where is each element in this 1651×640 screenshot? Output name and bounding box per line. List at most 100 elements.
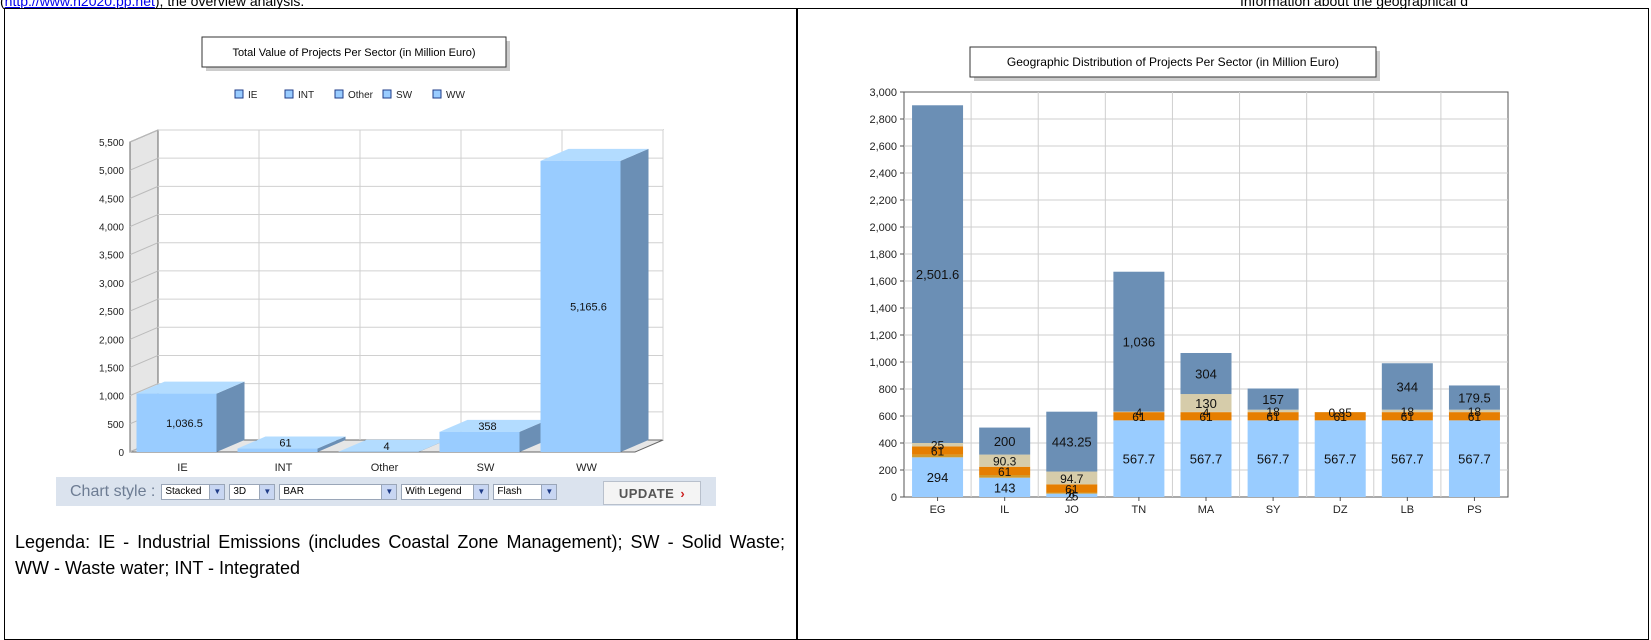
chart2-y-tick-label: 2,000 — [869, 222, 897, 234]
chart1-legend-swatch — [383, 90, 391, 98]
chart2-x-tick-label: EG — [930, 504, 946, 516]
chart1-x-tick-label: INT — [275, 462, 293, 474]
chart-type-select[interactable]: BAR▼ — [279, 484, 397, 500]
chart2-data-label: 94.7 — [1060, 472, 1084, 486]
chart2-data-label: 4 — [1136, 406, 1143, 420]
renderer-select[interactable]: Flash▼ — [493, 484, 557, 500]
chart2-data-label: 18 — [1468, 405, 1482, 419]
chart1-y-tick-label: 5,000 — [99, 166, 124, 177]
chart2-x-tick-label: SY — [1266, 504, 1281, 516]
chart2-data-label: 567.7 — [1391, 452, 1424, 467]
chart1-x-tick-label: WW — [576, 462, 597, 474]
chart1-bar-side — [217, 382, 245, 452]
chart2-y-tick-label: 1,800 — [869, 249, 897, 261]
chart2-data-label: 567.7 — [1257, 452, 1290, 467]
chart2-y-tick-label: 2,200 — [869, 195, 897, 207]
chart1-bar-side — [621, 149, 649, 452]
geographic-chart-panel: Geographic Distribution of Projects Per … — [797, 8, 1649, 640]
chart1-y-tick-label: 4,500 — [99, 194, 124, 205]
chart1-y-tick-label: 5,500 — [99, 138, 124, 149]
chart1-legend-swatch — [235, 90, 243, 98]
chevron-down-icon: ▼ — [381, 485, 396, 499]
chart2-data-label: 18 — [1401, 405, 1415, 419]
chart1-bar — [238, 449, 318, 452]
chart2-data-label: 157 — [1262, 392, 1284, 407]
chart1-y-tick-label: 1,500 — [99, 363, 124, 374]
chart1-legend-swatch — [433, 90, 441, 98]
chart2-data-label: 567.7 — [1324, 452, 1357, 467]
chart2-x-tick-label: TN — [1132, 504, 1147, 516]
dimension-select-value: 3D — [230, 486, 259, 497]
dimension-select[interactable]: 3D▼ — [229, 484, 275, 500]
legend-select-value: With Legend — [402, 486, 473, 497]
chart-style-label: Chart style : — [70, 483, 155, 501]
chart1-data-label: 358 — [478, 421, 496, 433]
legend-select[interactable]: With Legend▼ — [401, 484, 489, 500]
chart1-y-tick-label: 1,000 — [99, 392, 124, 403]
chart2-x-tick-label: LB — [1401, 504, 1414, 516]
chart2-y-tick-label: 1,200 — [869, 330, 897, 342]
chart2-y-axis: 02004006008001,0001,2001,4001,6001,8002,… — [869, 87, 904, 504]
chart1-legend-label: WW — [446, 90, 465, 101]
chart1-data-label: 4 — [383, 441, 389, 453]
chart2-x-tick-label: PS — [1467, 504, 1482, 516]
sector-value-chart: Total Value of Projects Per Sector (in M… — [5, 9, 796, 474]
chart2-title: Geographic Distribution of Projects Per … — [1007, 55, 1339, 69]
chart1-legend-label: Other — [348, 90, 374, 101]
chart2-x-tick-label: DZ — [1333, 504, 1348, 516]
chart2-y-tick-label: 1,400 — [869, 303, 897, 315]
chart2-data-label: 2,501.6 — [916, 267, 959, 282]
chart2-data-label: 179.5 — [1458, 391, 1491, 406]
chart1-legend-swatch — [335, 90, 343, 98]
chart1-x-tick-label: SW — [477, 462, 495, 474]
chart1-y-axis: 05001,0001,5002,0002,5003,0003,5004,0004… — [99, 138, 124, 459]
chevron-down-icon: ▼ — [473, 485, 488, 499]
chart2-data-label: 344 — [1396, 379, 1418, 394]
chart1-x-tick-label: IE — [177, 462, 187, 474]
sector-legend-note: Legenda: IE - Industrial Emissions (incl… — [15, 529, 785, 581]
update-button-label: UPDATE — [619, 486, 674, 501]
chart1-bar — [440, 432, 520, 452]
update-button[interactable]: UPDATE › — [603, 481, 701, 505]
chart1-x-tick-label: Other — [371, 462, 399, 474]
chart2-y-tick-label: 2,600 — [869, 141, 897, 153]
chart1-legend: IE INT Other SW WW — [235, 90, 465, 101]
renderer-select-value: Flash — [494, 486, 541, 497]
chart2-x-tick-label: JO — [1065, 504, 1080, 516]
chevron-down-icon: ▼ — [259, 485, 274, 499]
geographic-distribution-chart: Geographic Distribution of Projects Per … — [798, 9, 1648, 529]
chart2-data-label: 90.3 — [993, 455, 1017, 469]
chart1-x-axis: IE INT Other SW WW — [177, 462, 597, 474]
chart1-legend-label: INT — [298, 90, 314, 101]
chart2-y-tick-label: 1,600 — [869, 276, 897, 288]
chart2-data-label: 25 — [931, 439, 945, 453]
chart2-y-tick-label: 400 — [879, 438, 897, 450]
chart1-y-tick-label: 3,000 — [99, 279, 124, 290]
chart2-data-label: 567.7 — [1123, 452, 1156, 467]
chart2-y-tick-label: 600 — [879, 411, 897, 423]
stacking-select[interactable]: Stacked▼ — [161, 484, 225, 500]
chart1-data-label: 61 — [279, 438, 291, 450]
chart2-y-tick-label: 2,800 — [869, 114, 897, 126]
chart2-x-tick-label: IL — [1000, 504, 1009, 516]
chart1-legend-label: IE — [248, 90, 258, 101]
chart1-title: Total Value of Projects Per Sector (in M… — [232, 47, 475, 59]
chart2-data-label: 1,036 — [1123, 335, 1156, 350]
chart1-legend-label: SW — [396, 90, 413, 101]
chart1-y-tick-label: 3,500 — [99, 251, 124, 262]
chevron-down-icon: ▼ — [209, 485, 224, 499]
chart2-data-label: 567.7 — [1458, 452, 1491, 467]
chart1-y-tick-label: 0 — [118, 448, 124, 459]
chart2-data-label: 130 — [1195, 396, 1217, 411]
chart2-y-tick-label: 200 — [879, 465, 897, 477]
chart2-y-tick-label: 2,400 — [869, 168, 897, 180]
chevron-right-icon: › — [680, 486, 685, 501]
chart-type-select-value: BAR — [280, 486, 381, 497]
chart2-data-label: 304 — [1195, 367, 1217, 382]
sector-chart-panel: Total Value of Projects Per Sector (in M… — [4, 8, 797, 640]
chart1-legend-swatch — [285, 90, 293, 98]
chart1-data-label: 5,165.6 — [570, 301, 607, 313]
chart1-y-tick-label: 500 — [107, 420, 124, 431]
chart2-y-tick-label: 1,000 — [869, 357, 897, 369]
